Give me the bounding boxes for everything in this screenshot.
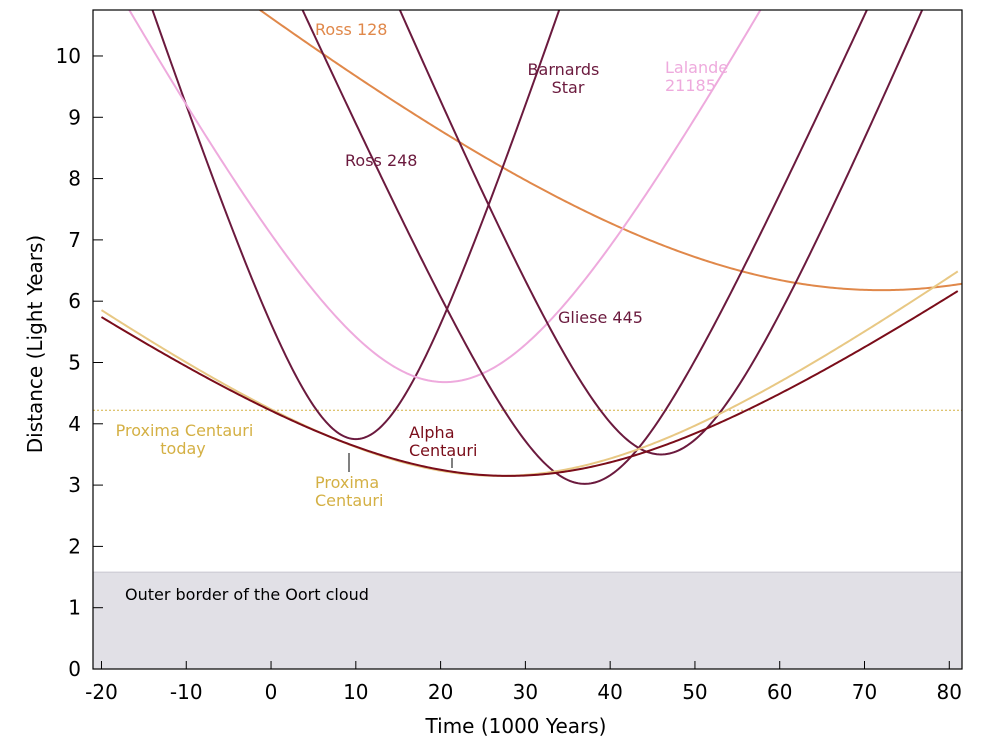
y-tick-label: 5 [68, 350, 81, 374]
series-line-lalande-21185 [128, 10, 762, 384]
series-label-gliese-445: Gliese 445 [558, 308, 643, 327]
series-label-lalande-21185-line-2: 21185 [665, 76, 716, 95]
series-label-alpha-centauri-line-2: Centauri [409, 441, 477, 460]
series-label-ross-128-line-1: Ross 128 [315, 20, 387, 39]
x-tick-label: 40 [597, 680, 622, 704]
series-label-barnards-star: Barnards Star [528, 60, 605, 97]
series-label-proxima-centauri-line-2: Centauri [315, 491, 383, 510]
series-line-ross-128 [258, 10, 962, 292]
oort-cloud-band [92, 571, 963, 670]
series-label-alpha-centauri-line-1: Alpha [409, 423, 455, 442]
y-tick-label: 8 [68, 167, 81, 191]
y-tick-label: 2 [68, 534, 81, 558]
series-label-ross-128: Ross 128 [315, 20, 387, 39]
x-tick-label: -10 [170, 680, 203, 704]
y-tick-label: 10 [56, 44, 81, 68]
x-tick-label: -20 [85, 680, 118, 704]
series-label-gliese-445-line-1: Gliese 445 [558, 308, 643, 327]
series-label-lalande-21185-line-1: Lalande [665, 58, 728, 77]
series-label-alpha-centauri: Alpha Centauri [409, 423, 477, 460]
reference-line-label: Proxima Centauri today [116, 421, 259, 458]
reference-line-label-line-1: Proxima Centauri [116, 421, 254, 440]
x-tick-label: 80 [937, 680, 962, 704]
y-tick-label: 7 [68, 228, 81, 252]
y-tick-label: 9 [68, 105, 81, 129]
y-tick-label: 0 [68, 657, 81, 681]
series-line-gliese-445 [398, 10, 924, 456]
series-label-lalande-21185: Lalande 21185 [665, 58, 733, 95]
y-axis-title: Distance (Light Years) [23, 235, 47, 453]
x-tick-label: 20 [428, 680, 453, 704]
series-label-barnards-star-line-2: Star [552, 78, 585, 97]
x-axis-ticks: -20 -10 0 10 20 30 40 50 60 70 80 [85, 661, 962, 704]
y-tick-label: 3 [68, 473, 81, 497]
x-tick-label: 50 [682, 680, 707, 704]
x-tick-label: 70 [852, 680, 877, 704]
series-label-proxima-centauri-line-1: Proxima [315, 473, 379, 492]
x-tick-label: 60 [767, 680, 792, 704]
y-tick-label: 4 [68, 412, 81, 436]
x-tick-label: 10 [343, 680, 368, 704]
series-line-barnards-star [151, 10, 561, 441]
series-line-ross-248 [301, 10, 868, 485]
reference-line-label-line-2: today [160, 439, 206, 458]
x-tick-label: 0 [265, 680, 278, 704]
y-axis-ticks: 0 1 2 3 4 5 6 7 8 9 10 [56, 44, 103, 681]
plot-frame [92, 9, 963, 670]
y-tick-label: 6 [68, 289, 81, 313]
y-tick-label: 1 [68, 596, 81, 620]
series-label-barnards-star-line-1: Barnards [528, 60, 600, 79]
series-line-alpha-centauri [100, 290, 959, 477]
series-label-proxima-centauri: Proxima Centauri [315, 473, 384, 510]
series-label-ross-248-line-1: Ross 248 [345, 151, 417, 170]
x-tick-label: 30 [513, 680, 538, 704]
x-axis-title: Time (1000 Years) [425, 714, 607, 738]
oort-cloud-label: Outer border of the Oort cloud [125, 585, 369, 604]
series-label-ross-248: Ross 248 [345, 151, 417, 170]
